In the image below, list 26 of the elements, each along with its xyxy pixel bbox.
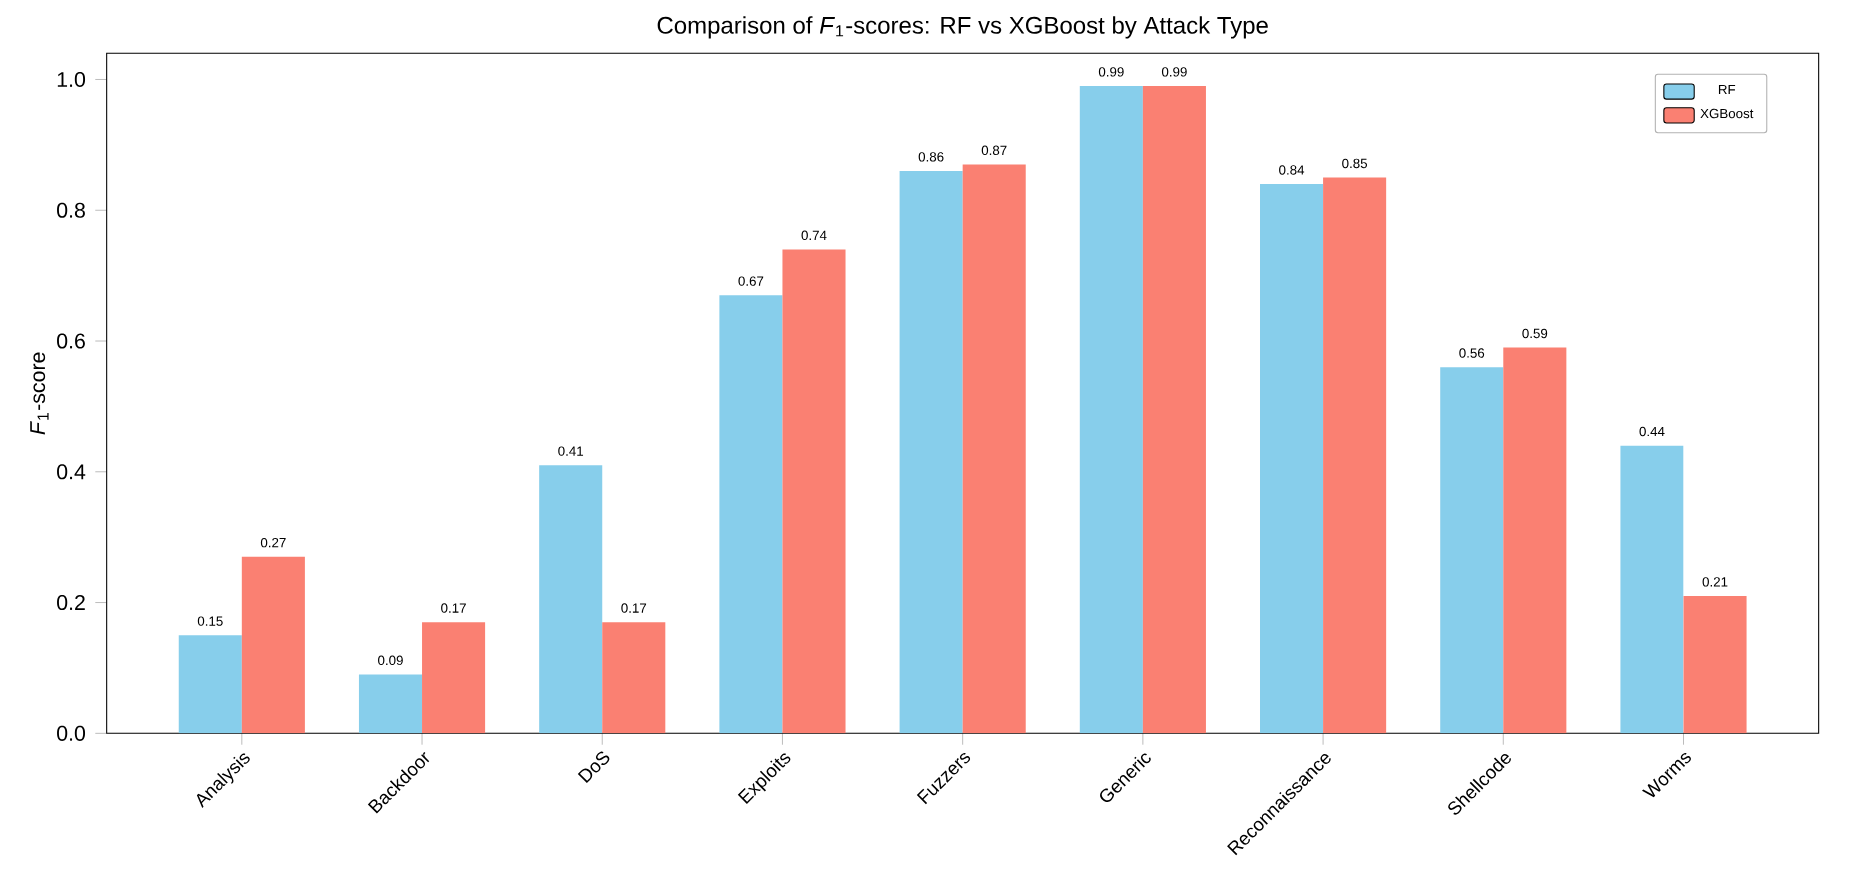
bar [719,295,783,734]
y-axis-title: F$_{1}$-score [30,352,49,435]
bar [782,249,846,734]
bar [1683,596,1747,734]
bar [962,164,1026,734]
bar [1079,86,1143,734]
bar [1503,347,1567,734]
y-tick-label: 0.0 [57,725,86,741]
bar [241,556,305,734]
y-tick-label: 1.0 [57,71,86,88]
y-tick-label: 0.4 [57,464,86,480]
bar [1142,86,1206,734]
bar [899,171,963,734]
chart-title: Comparison of F$_{1}$-scores: RF vs XGBoost by Attack Type [657,16,1268,39]
bar [1260,184,1324,734]
y-tick-label: 0.8 [57,202,85,218]
bar [178,635,242,734]
bar [539,465,603,734]
bar [1323,177,1387,734]
bar [422,622,486,734]
bar [1440,367,1504,734]
bar [1620,445,1684,734]
y-tick-label: 0.2 [57,595,85,611]
bar [358,674,423,734]
y-tick-label: 0.6 [57,333,85,349]
bar [602,622,666,734]
